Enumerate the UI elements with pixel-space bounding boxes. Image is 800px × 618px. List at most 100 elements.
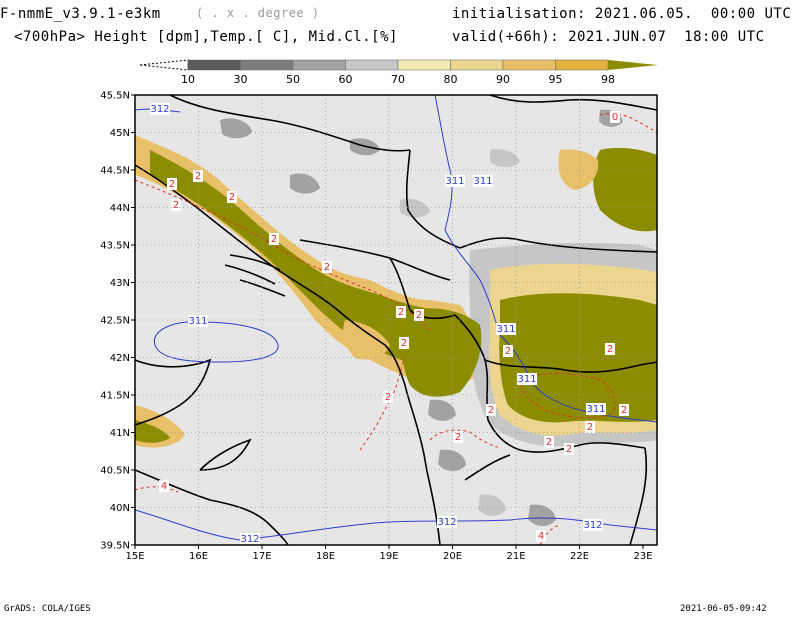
temperature-contour-label: 2 (229, 192, 235, 203)
model-title: F-nmmE_v3.9.1-e3km (0, 6, 161, 22)
cloud-region-northeast (558, 147, 657, 232)
colorbar-label: 10 (181, 73, 195, 86)
height-label-bg (517, 373, 537, 385)
lat-lon-grid (135, 95, 657, 545)
colorbar-label: 80 (444, 73, 458, 86)
lat-label: 42.5N (100, 316, 130, 327)
height-label-bg (188, 315, 208, 327)
lat-label: 40.5N (100, 466, 130, 477)
footer-timestamp: 2021-06-05-09:42 (680, 604, 767, 614)
temperature-contour-label: 2 (195, 171, 201, 182)
lat-label: 41N (110, 428, 130, 439)
initialisation-time: initialisation: 2021.06.05. 00:00 UTC (452, 6, 792, 22)
temp-label-bg (453, 431, 463, 443)
height-label-bg (473, 175, 493, 187)
colorbar: 10 30 50 60 70 80 90 95 98 (140, 59, 658, 86)
height-contour-label: 311 (473, 176, 492, 187)
temp-label-bg (564, 443, 574, 455)
variables-line: <700hPa> Height [dpm],Temp.[ C], Mid.Cl.… (14, 29, 398, 45)
temp-label-bg (605, 343, 615, 355)
temp-label-bg (269, 233, 279, 245)
lat-label: 40N (110, 503, 130, 514)
height-label-bg (583, 519, 603, 531)
height-label-bg (150, 103, 170, 115)
height-contour-labels: 312 311 311 311 311 311 311 312 312 312 (150, 103, 606, 545)
height-label-bg (240, 533, 260, 545)
temp-label-bg (610, 111, 620, 123)
temp-label-bg (193, 170, 203, 182)
temperature-contour-labels: 2 2 2 2 2 2 2 2 2 2 2 2 2 2 2 2 2 2 4 4 0 (159, 111, 629, 542)
temp-label-bg (503, 345, 513, 357)
temperature-contour-label: 2 (621, 405, 627, 416)
height-contour-label: 311 (517, 374, 536, 385)
longitude-labels: 15E 16E 17E 18E 19E 20E 21E 22E 23E (125, 551, 652, 562)
model-resolution: ( . x . degree ) (196, 6, 320, 20)
temperature-contour-label: 2 (488, 405, 494, 416)
lon-label: 16E (189, 551, 208, 562)
latitude-labels: 45.5N 45N 44.5N 44N 43.5N 43N 42.5N 42N 41.5N 41N… (100, 91, 130, 552)
temperature-contour-label: 2 (401, 338, 407, 349)
temperature-contour-label: 4 (161, 481, 167, 492)
temp-label-bg (536, 530, 546, 542)
temp-label-bg (322, 261, 332, 273)
height-contour-label: 312 (240, 534, 259, 545)
lat-label: 42N (110, 353, 130, 364)
colorbar-label: 30 (234, 73, 248, 86)
colorbar-label: 70 (391, 73, 405, 86)
lat-label: 39.5N (100, 541, 130, 552)
lon-label: 19E (379, 551, 398, 562)
height-contour-label: 311 (445, 176, 464, 187)
colorbar-boxes (140, 59, 658, 71)
temp-label-bg (396, 306, 406, 318)
lat-label: 41.5N (100, 391, 130, 402)
temp-label-bg (383, 391, 393, 403)
axis-tick-marks (131, 94, 644, 549)
height-label-bg (437, 516, 457, 528)
temperature-contour-label: 2 (505, 346, 511, 357)
height-contour-label: 311 (188, 316, 207, 327)
height-contour-label: 312 (437, 517, 456, 528)
height-label-bg (445, 175, 465, 187)
temp-label-bg (399, 337, 409, 349)
temperature-contour-label: 2 (173, 200, 179, 211)
temp-label-bg (167, 178, 177, 190)
height-contour-label: 311 (496, 324, 515, 335)
temperature-contour-label: 2 (607, 344, 613, 355)
lon-label: 23E (633, 551, 652, 562)
temp-label-bg (171, 199, 181, 211)
lat-label: 44.5N (100, 166, 130, 177)
lon-label: 20E (443, 551, 462, 562)
height-contour-label: 312 (583, 520, 602, 531)
cloud-cover-layer (135, 109, 657, 526)
temperature-contour-label: 2 (587, 422, 593, 433)
temp-label-bg (414, 309, 424, 321)
temp-label-bg (585, 421, 595, 433)
height-label-bg (586, 403, 606, 415)
temperature-contour-label: 2 (546, 437, 552, 448)
height-contour-label: 312 (150, 104, 169, 115)
temperature-contour-label: 0 (612, 112, 618, 123)
height-contour-label: 311 (586, 404, 605, 415)
lat-label: 43.5N (100, 241, 130, 252)
colorbar-label: 98 (601, 73, 615, 86)
coastlines-borders (134, 94, 658, 546)
lat-label: 43N (110, 278, 130, 289)
colorbar-label: 60 (339, 73, 353, 86)
lon-label: 17E (252, 551, 271, 562)
temperature-contour-label: 2 (398, 307, 404, 318)
lon-label: 22E (570, 551, 589, 562)
colorbar-label: 95 (549, 73, 563, 86)
temperature-contour-label: 4 (538, 531, 544, 542)
colorbar-label: 50 (286, 73, 300, 86)
lat-label: 45N (110, 128, 130, 139)
temp-label-bg (486, 404, 496, 416)
temperature-contour-label: 2 (566, 444, 572, 455)
cloud-region-albania (343, 308, 482, 397)
lat-label: 45.5N (100, 91, 130, 102)
temperature-contour-label: 2 (324, 262, 330, 273)
temperature-contour-label: 2 (385, 392, 391, 403)
temperature-contour-label: 2 (271, 234, 277, 245)
colorbar-labels: 10 30 50 60 70 80 90 95 98 (181, 73, 615, 86)
temperature-contour-label: 2 (416, 310, 422, 321)
